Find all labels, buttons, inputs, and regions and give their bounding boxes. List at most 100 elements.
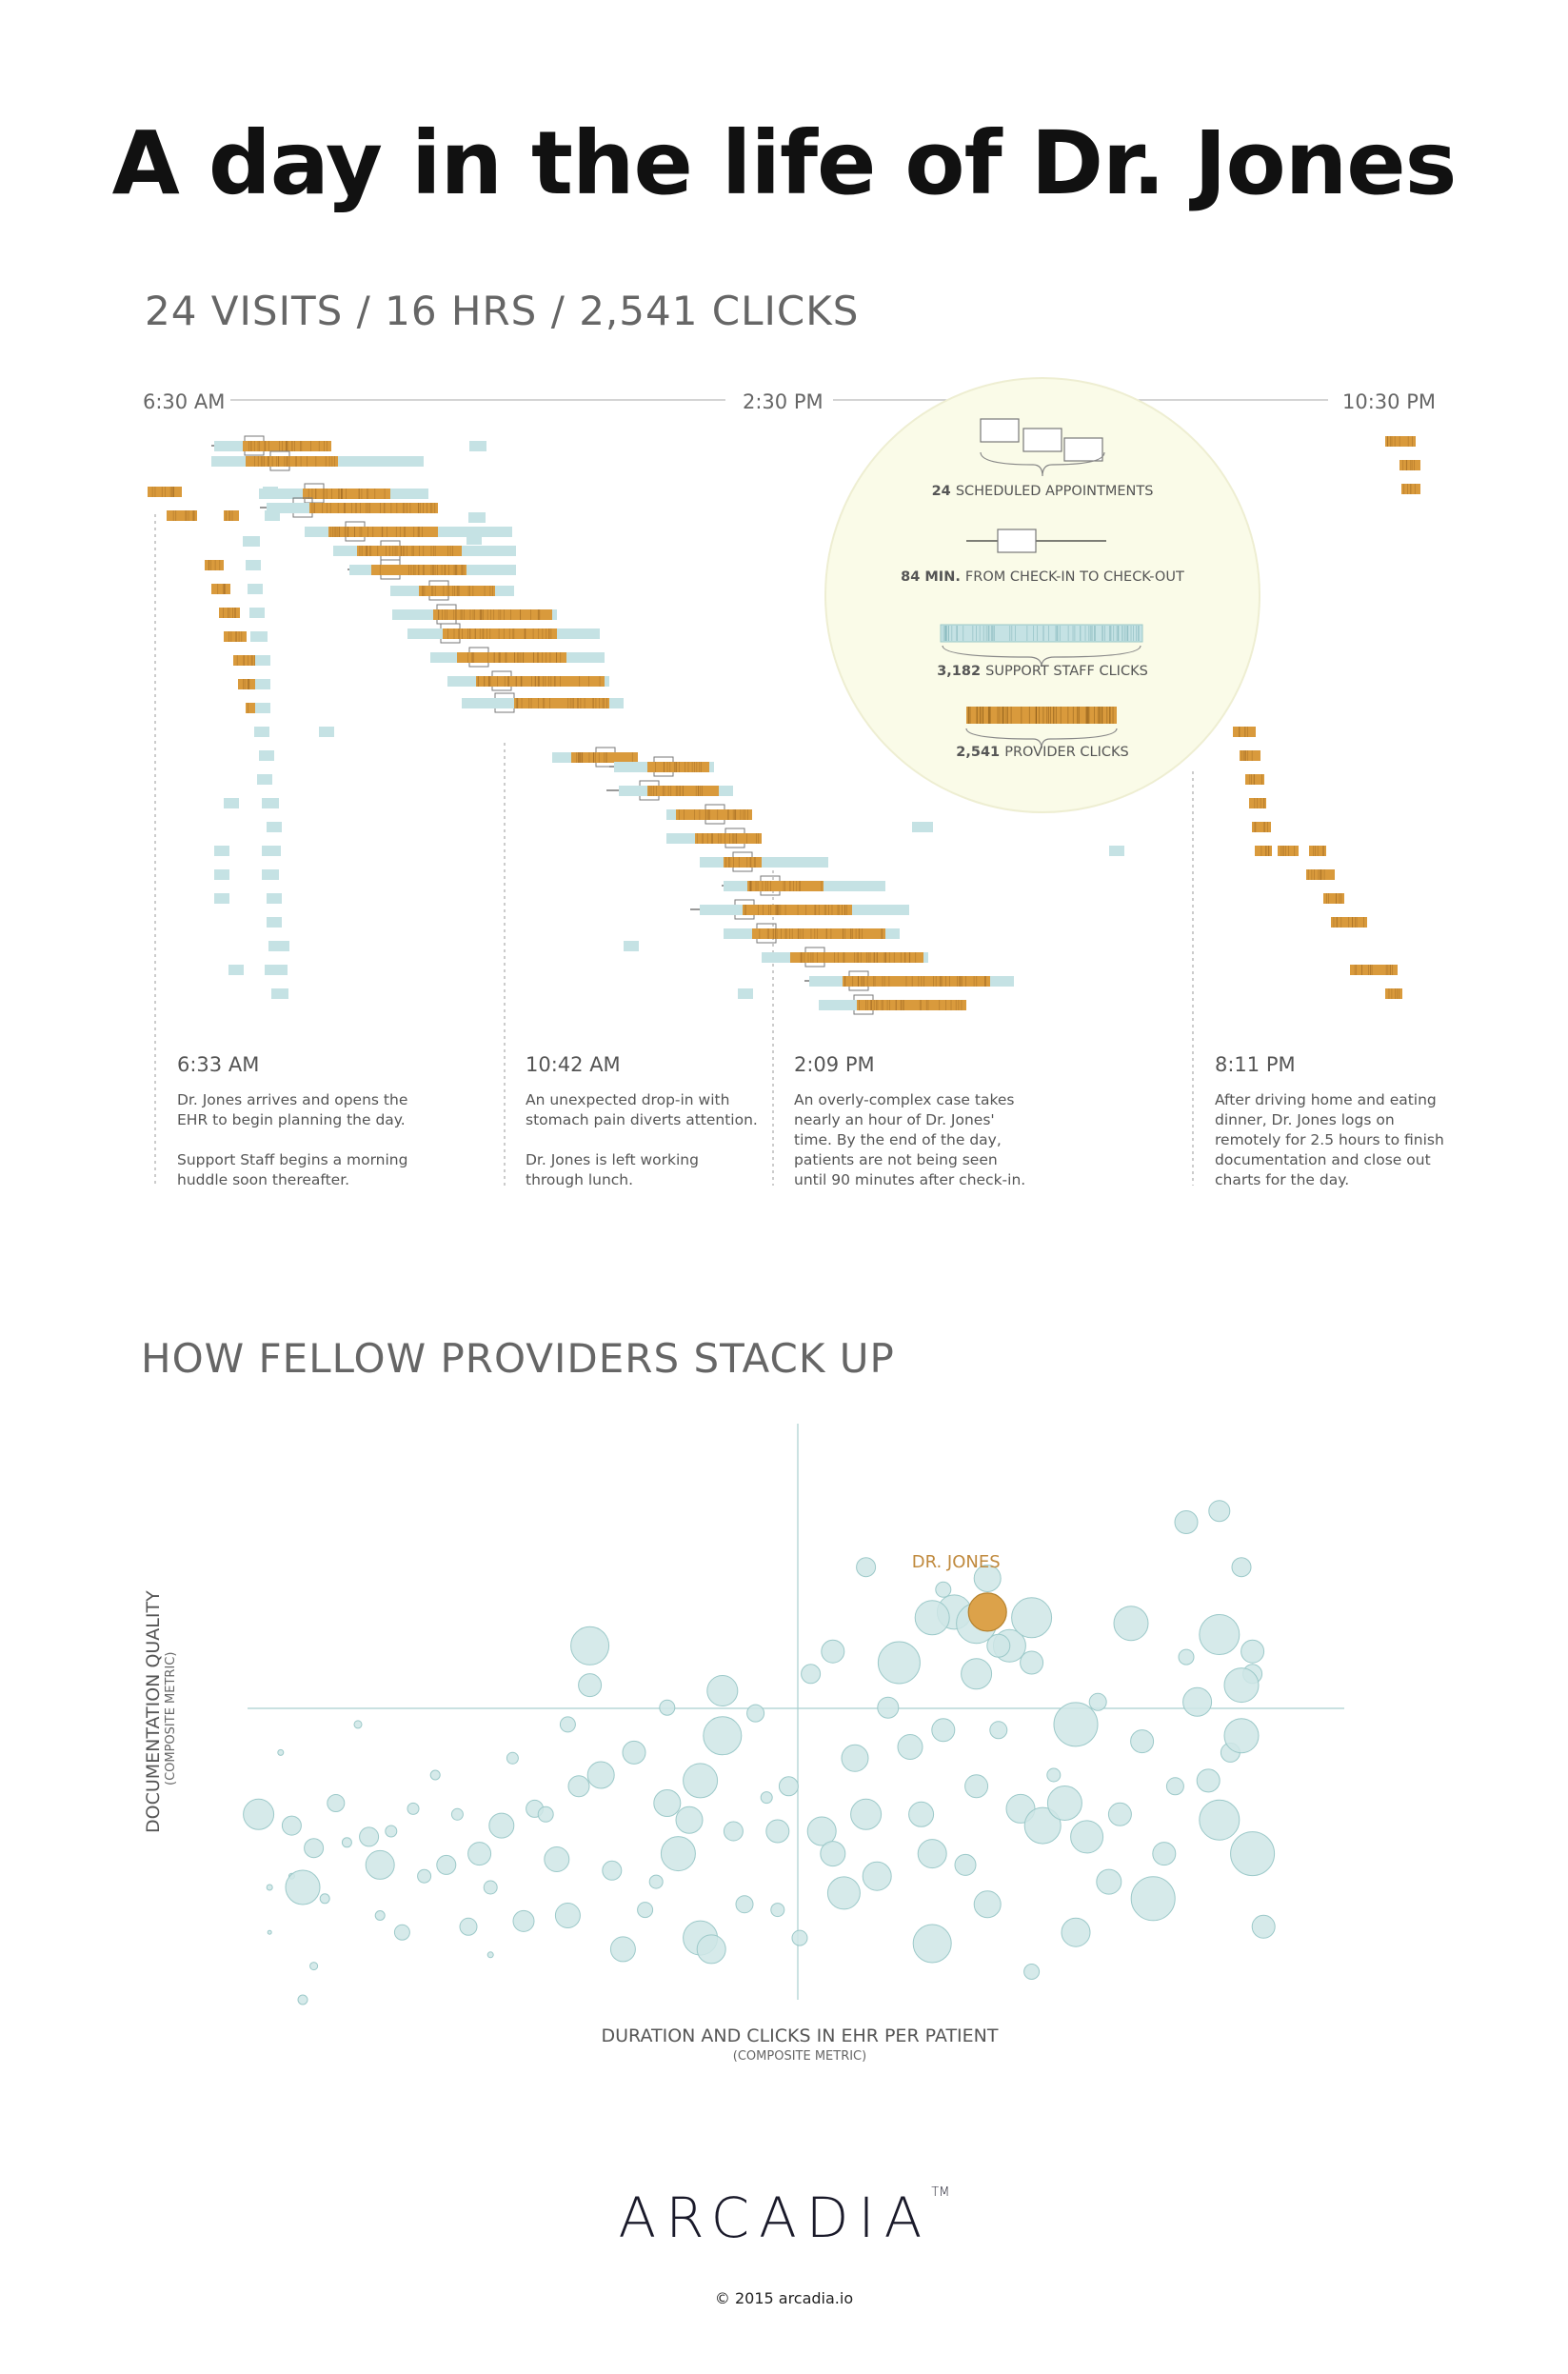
provider-bar (724, 857, 762, 868)
staff-clicks (468, 512, 486, 523)
provider-bubble (648, 1874, 664, 1889)
provider-clicks (1385, 436, 1416, 447)
provider-clicks (1331, 917, 1367, 928)
legend-label: 2,541 PROVIDER CLICKS (956, 745, 1128, 760)
provider-bar (357, 546, 462, 556)
provider-bubble (1178, 1648, 1195, 1666)
timeline-mid-label: 2:30 PM (743, 390, 824, 413)
provider-bubble (512, 1909, 535, 1932)
timeline-visits (148, 435, 1420, 1015)
provider-bubble (862, 1861, 892, 1891)
provider-bubble (659, 1699, 676, 1716)
provider-bubble (285, 1869, 321, 1905)
scatter-chart: DR. JONES (243, 1424, 1344, 2005)
provider-bar (752, 928, 885, 939)
provider-bar (843, 976, 990, 987)
provider-bubble (1096, 1868, 1122, 1895)
provider-clicks (476, 676, 605, 687)
provider-bubble (1061, 1917, 1091, 1947)
staff-clicks (243, 536, 260, 547)
provider-bubble (877, 1696, 900, 1719)
provider-bubble (703, 1716, 743, 1756)
legend-text: SCHEDULED APPOINTMENTS (956, 484, 1154, 499)
legend-label: 84 MIN. FROM CHECK-IN TO CHECK-OUT (901, 569, 1184, 585)
annotation-time-1: 6:33 AM (177, 1053, 260, 1076)
provider-bar (647, 762, 709, 772)
provider-bubble (297, 1994, 308, 2005)
provider-bar (1245, 774, 1264, 785)
provider-clicks (1323, 893, 1344, 904)
dr-jones-label: DR. JONES (912, 1552, 1001, 1572)
staff-clicks (262, 869, 279, 880)
provider-clicks (747, 881, 824, 891)
provider-clicks (167, 510, 197, 521)
provider-bubble (912, 1924, 952, 1964)
provider-bubble (483, 1880, 498, 1895)
provider-bar (1278, 846, 1299, 856)
provider-clicks (357, 546, 462, 556)
timeline-summary: 24 VISITS / 16 HRS / 2,541 CLICKS (145, 288, 860, 334)
provider-clicks (219, 608, 240, 618)
provider-bar (1323, 893, 1344, 904)
provider-clicks (857, 1000, 966, 1010)
provider-bubble (908, 1801, 935, 1827)
scatter-bubbles (243, 1500, 1276, 2005)
staff-clicks (254, 727, 269, 737)
provider-bar (1399, 460, 1420, 470)
provider-bubble (760, 1791, 773, 1805)
provider-bubble (683, 1763, 719, 1799)
provider-bar (1255, 846, 1272, 856)
staff-clicks (214, 846, 229, 856)
staff-clicks (271, 988, 288, 999)
provider-bubble (365, 1849, 395, 1880)
provider-bubble (706, 1675, 739, 1706)
provider-bubble (567, 1775, 590, 1798)
provider-bubble (407, 1802, 420, 1815)
provider-clicks (1401, 484, 1420, 494)
provider-bubble (1196, 1768, 1221, 1793)
provider-clicks (419, 586, 495, 596)
provider-clicks (233, 655, 258, 666)
y-axis-label: DOCUMENTATION QUALITY (143, 1590, 164, 1833)
provider-bubble (570, 1626, 610, 1666)
provider-bar (1385, 988, 1402, 999)
provider-bar (676, 809, 752, 820)
timeline-chart: 24 SCHEDULED APPOINTMENTS 84 MIN. FROM CH… (148, 377, 1420, 1186)
provider-bar (205, 560, 224, 570)
provider-bubble (429, 1769, 441, 1781)
provider-bubble (1241, 1639, 1265, 1664)
provider-bubble (459, 1917, 478, 1936)
provider-clicks (676, 809, 752, 820)
staff-clicks (249, 608, 265, 618)
legend-circle (824, 377, 1260, 813)
provider-bubble (821, 1639, 845, 1664)
provider-bar (1233, 727, 1256, 737)
provider-bubble (393, 1924, 410, 1941)
provider-bubble (436, 1854, 457, 1875)
provider-clicks (1399, 460, 1420, 470)
staff-clicks (259, 750, 274, 761)
legend-brace (942, 645, 1141, 668)
staff-clicks (268, 941, 289, 951)
provider-bubble (964, 1774, 989, 1799)
provider-clicks (303, 489, 390, 499)
provider-bubble (723, 1821, 744, 1842)
provider-bubble (281, 1815, 302, 1836)
legend-appointment-box (1022, 428, 1062, 452)
provider-bubble (1230, 1831, 1276, 1877)
provider-bubble (841, 1744, 869, 1772)
provider-bubble (309, 1962, 319, 1971)
staff-clicks (265, 510, 280, 521)
provider-bubble (850, 1798, 883, 1830)
trademark: TM (931, 2185, 950, 2200)
section-title: HOW FELLOW PROVIDERS STACK UP (141, 1335, 895, 1382)
annotation-time-3: 2:09 PM (794, 1053, 875, 1076)
provider-bubble (277, 1748, 285, 1756)
provider-bubble (696, 1934, 726, 1965)
provider-clicks (148, 487, 182, 497)
provider-bar (1350, 965, 1398, 975)
provider-clicks (211, 584, 230, 594)
x-axis-sublabel: (COMPOSITE METRIC) (732, 2049, 867, 2064)
provider-bubble (1046, 1767, 1062, 1783)
provider-clicks (647, 786, 719, 796)
